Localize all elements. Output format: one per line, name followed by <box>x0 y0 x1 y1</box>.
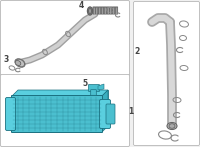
Ellipse shape <box>169 124 175 128</box>
Ellipse shape <box>15 59 25 67</box>
FancyBboxPatch shape <box>115 7 118 14</box>
Text: 5: 5 <box>82 80 87 88</box>
FancyBboxPatch shape <box>134 1 200 146</box>
FancyBboxPatch shape <box>100 100 110 128</box>
FancyBboxPatch shape <box>12 96 102 132</box>
FancyBboxPatch shape <box>112 7 115 14</box>
FancyBboxPatch shape <box>107 7 109 14</box>
FancyBboxPatch shape <box>88 85 100 91</box>
FancyBboxPatch shape <box>96 7 98 14</box>
Text: 3: 3 <box>4 56 9 65</box>
Ellipse shape <box>88 9 92 14</box>
Polygon shape <box>18 90 108 126</box>
Ellipse shape <box>15 61 21 65</box>
FancyBboxPatch shape <box>98 7 101 14</box>
FancyBboxPatch shape <box>101 7 104 14</box>
FancyBboxPatch shape <box>91 90 96 95</box>
FancyBboxPatch shape <box>106 104 115 124</box>
Polygon shape <box>12 90 108 96</box>
Polygon shape <box>102 90 108 132</box>
FancyBboxPatch shape <box>104 7 107 14</box>
Text: 1: 1 <box>128 107 133 117</box>
FancyBboxPatch shape <box>110 7 112 14</box>
FancyBboxPatch shape <box>0 0 130 76</box>
Polygon shape <box>98 84 104 90</box>
Text: 2: 2 <box>134 47 139 56</box>
Ellipse shape <box>88 7 92 15</box>
Text: 4: 4 <box>79 1 84 10</box>
FancyBboxPatch shape <box>93 7 95 14</box>
FancyBboxPatch shape <box>6 97 16 131</box>
Ellipse shape <box>167 122 177 130</box>
FancyBboxPatch shape <box>0 75 130 147</box>
